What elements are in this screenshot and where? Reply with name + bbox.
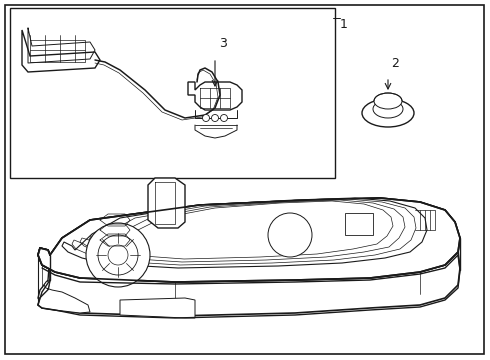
- Circle shape: [98, 235, 138, 275]
- Polygon shape: [38, 198, 460, 282]
- Polygon shape: [38, 198, 460, 282]
- Polygon shape: [38, 280, 90, 313]
- Ellipse shape: [362, 99, 414, 127]
- Polygon shape: [38, 248, 460, 316]
- Text: 3: 3: [219, 37, 227, 50]
- Circle shape: [212, 114, 219, 122]
- Polygon shape: [38, 248, 80, 310]
- Circle shape: [108, 245, 128, 265]
- Polygon shape: [120, 298, 195, 318]
- Circle shape: [220, 114, 227, 122]
- Polygon shape: [188, 82, 242, 110]
- Text: 2: 2: [391, 57, 399, 70]
- Polygon shape: [148, 178, 185, 228]
- Polygon shape: [62, 198, 427, 268]
- Circle shape: [202, 114, 210, 122]
- Circle shape: [268, 213, 312, 257]
- Text: 1: 1: [340, 18, 348, 31]
- Polygon shape: [22, 30, 100, 72]
- Bar: [345, 213, 373, 235]
- Ellipse shape: [374, 93, 402, 109]
- Ellipse shape: [373, 100, 403, 118]
- Circle shape: [86, 223, 150, 287]
- Bar: [10, 8, 335, 178]
